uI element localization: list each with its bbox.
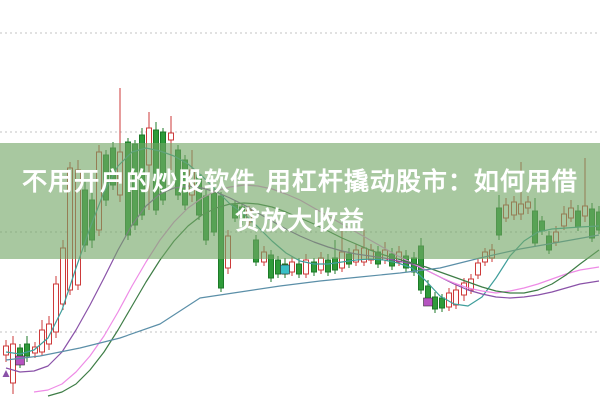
candle-down xyxy=(439,297,445,309)
headline-line-1: 不用开户的炒股软件 用杠杆撬动股市：如何用借 xyxy=(22,167,578,196)
arrow-up-marker xyxy=(2,370,10,377)
candle-up xyxy=(3,345,9,356)
candle-up xyxy=(10,343,16,384)
candle-up xyxy=(475,262,481,276)
candle-down xyxy=(311,261,317,273)
candle-down xyxy=(332,257,338,271)
candle-down xyxy=(275,259,281,275)
chart-markers xyxy=(2,264,433,377)
headline-line-2: 贷放大收益 xyxy=(234,206,365,235)
candle-down xyxy=(24,343,30,357)
candle-down xyxy=(432,296,438,310)
candle-up xyxy=(168,132,174,141)
candle-up xyxy=(303,259,309,275)
signal-marker xyxy=(15,355,25,366)
candle-down xyxy=(296,263,302,275)
candle-down xyxy=(325,259,331,273)
candle-up xyxy=(289,261,295,273)
signal-marker xyxy=(423,297,433,307)
candle-up xyxy=(53,283,59,333)
headline-banner: 不用开户的炒股软件 用杠杆撬动股市：如何用借 贷放大收益 xyxy=(0,143,600,259)
candle-up xyxy=(453,289,459,306)
signal-marker xyxy=(280,264,290,275)
candle-up xyxy=(46,323,52,345)
